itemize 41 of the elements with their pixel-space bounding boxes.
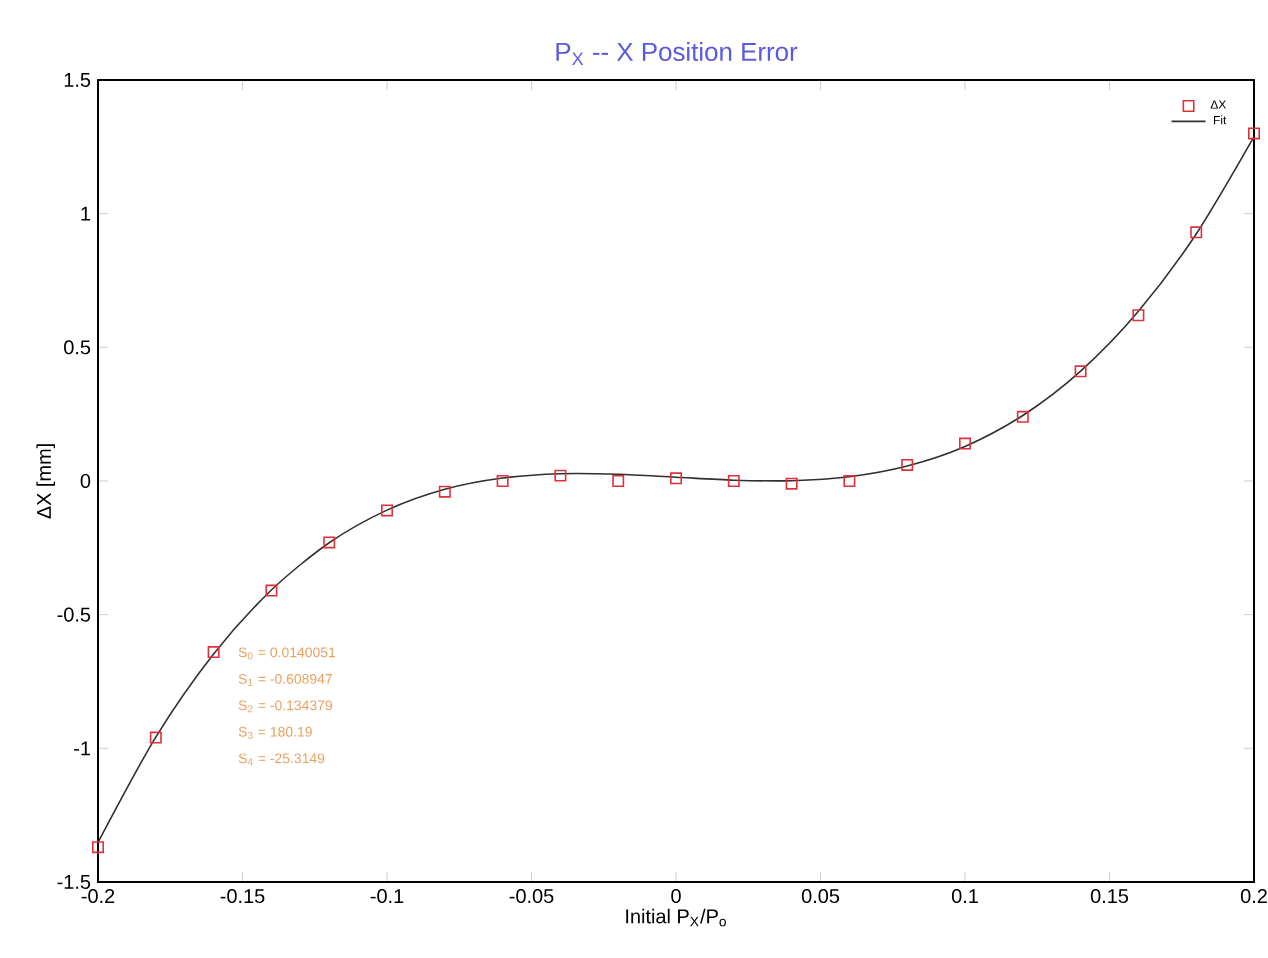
point xyxy=(901,458,914,471)
x-tick-label: -0.05 xyxy=(509,889,554,904)
point xyxy=(323,536,336,549)
x-tick-label: -0.1 xyxy=(370,889,404,904)
x-tick-label: 0.1 xyxy=(951,889,978,904)
y-tick-label: -0.5 xyxy=(57,607,91,622)
y-axis-title: ΔX [mm] xyxy=(36,444,55,519)
x-tick-label: -0.15 xyxy=(220,889,265,904)
y-tick-label: 0 xyxy=(80,473,91,489)
x-tick-label: 0.05 xyxy=(801,889,840,904)
chart-title: P$_{X}$ -- X Position Error xyxy=(556,41,798,65)
point xyxy=(496,474,509,487)
y-tick-label: 0.5 xyxy=(64,340,91,355)
point xyxy=(843,474,856,487)
point xyxy=(1190,226,1203,239)
line-series xyxy=(98,135,1255,844)
point xyxy=(1074,365,1087,378)
point xyxy=(1248,127,1261,140)
point xyxy=(149,731,162,744)
point xyxy=(438,485,451,498)
point xyxy=(727,474,740,487)
y-tick-label: -1.5 xyxy=(57,875,91,889)
point xyxy=(612,474,625,487)
point xyxy=(785,477,798,490)
point xyxy=(1016,410,1029,423)
point xyxy=(92,841,105,854)
x-tick-label: -0.2 xyxy=(81,889,115,904)
y-tick-label: -1 xyxy=(74,741,91,756)
point xyxy=(554,469,567,482)
x-axis-title: Initial P$_{X}$/P$_{o}$ xyxy=(626,908,727,927)
y-tick-label: 1 xyxy=(81,206,91,221)
point xyxy=(1132,309,1145,322)
x-tick-label: 0 xyxy=(671,889,681,904)
point xyxy=(265,584,278,597)
point xyxy=(381,504,394,517)
point xyxy=(207,646,220,659)
x-tick-label: 0.15 xyxy=(1090,889,1129,904)
point xyxy=(959,437,972,450)
x-tick-label: 0.2 xyxy=(1240,889,1267,904)
y-tick-label: 1.5 xyxy=(64,73,91,87)
point xyxy=(670,472,683,485)
